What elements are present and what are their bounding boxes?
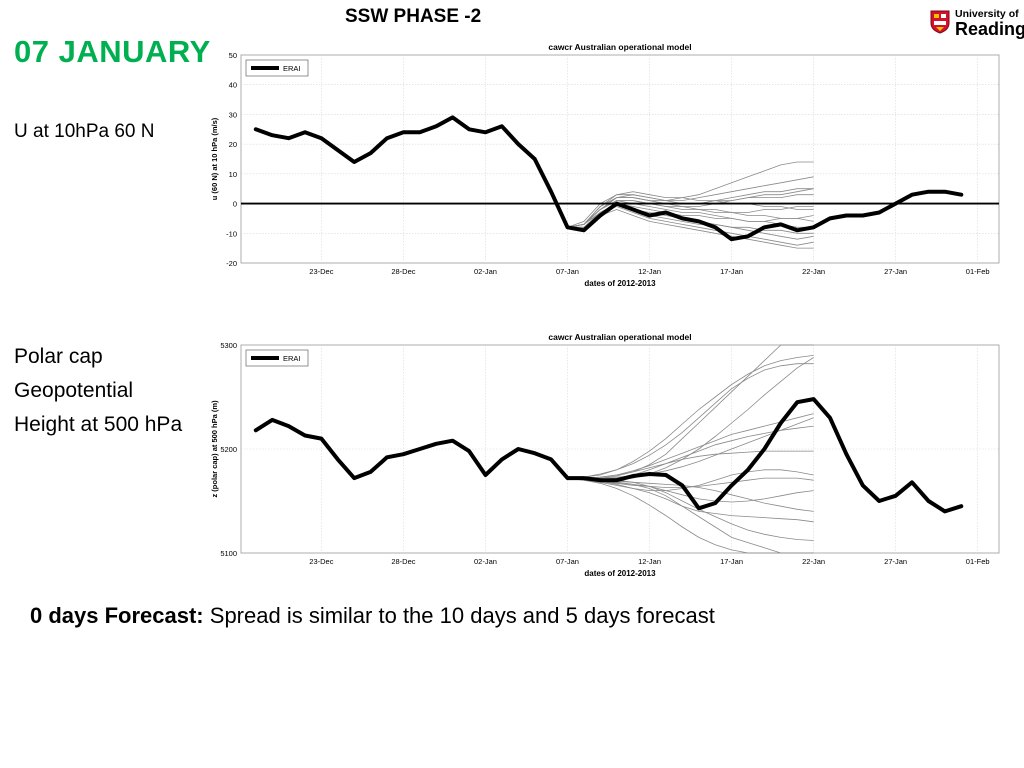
geopotential-panel-label: Polar cap Geopotential Height at 500 hPa	[14, 345, 183, 436]
erai-series-line	[253, 115, 964, 242]
forecast-note-text: Spread is similar to the 10 days and 5 d…	[209, 603, 715, 628]
ensemble-member-line	[567, 413, 814, 479]
ensemble-member-line	[567, 355, 814, 479]
y-tick-label: 10	[229, 170, 237, 179]
forecast-note-bold: 0 days Forecast:	[30, 603, 204, 628]
slide-title: SSW PHASE -2	[345, 6, 482, 27]
y-tick-label: 5300	[220, 341, 237, 350]
x-tick-label: 01-Feb	[966, 267, 990, 276]
ensemble-member-line	[567, 477, 814, 554]
x-tick-label: 17-Jan	[720, 557, 743, 566]
x-tick-label: 22-Jan	[802, 267, 825, 276]
ensemble-member-line	[567, 477, 814, 488]
x-tick-label: 07-Jan	[556, 557, 579, 566]
x-tick-label: 28-Dec	[391, 267, 415, 276]
logo-line1: University of	[955, 8, 1019, 20]
legend-label: ERAI	[283, 354, 301, 363]
x-axis-label: dates of 2012-2013	[584, 279, 656, 288]
ensemble-member-line	[567, 477, 814, 523]
x-tick-label: 22-Jan	[802, 557, 825, 566]
ensemble-member-line	[567, 209, 814, 249]
y-axis-label: u (60 N) at 10 hPa (m/s)	[210, 117, 219, 200]
x-tick-label: 02-Jan	[474, 557, 497, 566]
y-tick-label: 40	[229, 81, 237, 90]
wind-panel-label: U at 10hPa 60 N	[14, 121, 155, 142]
wind-chart: cawcr Australian operational model -20 -10…	[210, 42, 1000, 288]
legend-label: ERAI	[283, 64, 301, 73]
ensemble-member-line	[567, 363, 814, 479]
geopotential-chart: cawcr Australian operational model 5100 52…	[210, 332, 1000, 578]
erai-series-line	[253, 397, 964, 514]
y-tick-label: 20	[229, 140, 237, 149]
plot-area	[240, 54, 1000, 264]
x-tick-label: 12-Jan	[638, 557, 661, 566]
y-tick-label: -20	[226, 259, 237, 268]
forecast-note: 0 days Forecast: Spread is similar to th…	[30, 603, 715, 629]
ensemble-member-line	[567, 176, 814, 228]
date-heading: 07 JANUARY	[14, 34, 211, 69]
x-tick-label: 17-Jan	[720, 267, 743, 276]
x-tick-label: 23-Dec	[309, 267, 333, 276]
x-tick-label: 27-Jan	[884, 557, 907, 566]
x-tick-label: 12-Jan	[638, 267, 661, 276]
y-tick-label: 50	[229, 51, 237, 60]
y-tick-label: 30	[229, 110, 237, 119]
university-shield-icon	[930, 10, 950, 34]
y-tick-label: 0	[233, 200, 237, 209]
x-tick-label: 07-Jan	[556, 267, 579, 276]
x-tick-label: 23-Dec	[309, 557, 333, 566]
x-axis-label: dates of 2012-2013	[584, 569, 656, 578]
chart-title: cawcr Australian operational model	[548, 42, 691, 52]
y-tick-label: -10	[226, 229, 237, 238]
x-tick-label: 27-Jan	[884, 267, 907, 276]
x-tick-label: 28-Dec	[391, 557, 415, 566]
y-tick-label: 5100	[220, 549, 237, 558]
y-axis-label: z (polar cap) at 500 hPa (m)	[210, 400, 219, 498]
x-tick-label: 02-Jan	[474, 267, 497, 276]
y-tick-label: 5200	[220, 445, 237, 454]
logo-line2: Reading	[955, 19, 1024, 39]
ensemble-member-line	[567, 200, 814, 228]
university-logo: University of Reading	[930, 8, 1024, 40]
x-tick-label: 01-Feb	[966, 557, 990, 566]
chart-title: cawcr Australian operational model	[548, 332, 691, 342]
ensemble-member-line	[567, 344, 814, 479]
